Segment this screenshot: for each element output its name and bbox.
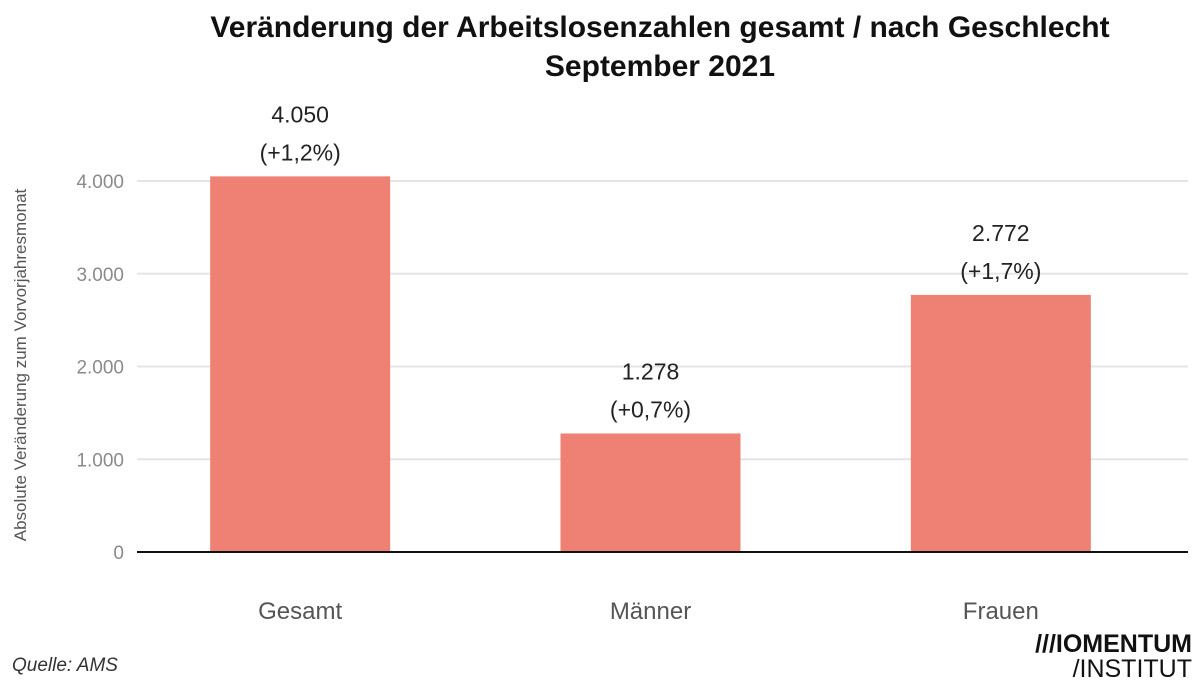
data-labels: 4.050 (+1,2%) 1.278 (+0,7%) 2.772 (+1,7%)	[260, 101, 1042, 422]
logo-line1: ///IOMENTUM	[1035, 630, 1192, 658]
x-category-label: Männer	[610, 598, 691, 625]
data-label-value: 2.772	[972, 220, 1030, 246]
data-label-value: 1.278	[622, 358, 680, 384]
y-axis-label: Absolute Veränderung zum Vorvorjahresmon…	[11, 188, 30, 541]
bar-frauen	[910, 294, 1091, 552]
data-label-value: 4.050	[271, 101, 329, 127]
y-tick-label: 2.000	[76, 358, 124, 379]
y-axis-ticks: 0 1.000 2.000 3.000 4.000	[76, 172, 124, 564]
x-axis-categories: Gesamt Männer Frauen	[258, 598, 1039, 625]
y-tick-label: 1.000	[76, 450, 124, 471]
source-note: Quelle: AMS	[12, 655, 118, 676]
data-label-percent: (+1,2%)	[260, 139, 341, 165]
y-tick-label: 3.000	[76, 265, 124, 286]
data-label-percent: (+1,7%)	[960, 258, 1041, 284]
x-category-label: Gesamt	[258, 598, 342, 625]
momentum-institut-logo: ///IOMENTUM /INSTITUT	[1035, 630, 1192, 683]
y-tick-label: 4.000	[76, 172, 124, 193]
chart-title-line2: September 2021	[545, 50, 775, 83]
chart-title-line1: Veränderung der Arbeitslosenzahlen gesam…	[210, 11, 1109, 44]
data-label-percent: (+0,7%)	[610, 396, 691, 422]
bars	[210, 176, 1091, 553]
logo-line2: /INSTITUT	[1073, 655, 1192, 683]
bar-männer	[560, 433, 741, 552]
bar-gesamt	[210, 176, 391, 553]
x-category-label: Frauen	[963, 598, 1039, 625]
y-tick-label: 0	[113, 543, 124, 564]
